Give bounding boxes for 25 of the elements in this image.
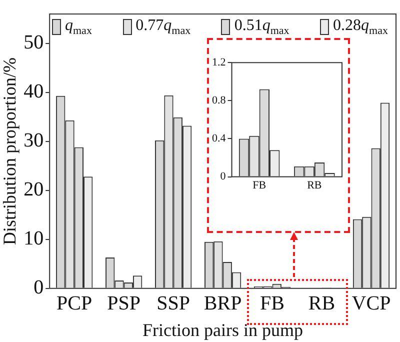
x-tick-label: BRP <box>204 292 242 315</box>
x-tick-label: SSP <box>156 292 190 315</box>
y-tick-label: 0 <box>220 170 226 183</box>
y-tick-label: 10 <box>24 228 44 250</box>
x-tick-label: FB <box>260 292 285 315</box>
legend-label: q$_{max}$ <box>65 17 92 38</box>
y-tick-label: 40 <box>24 80 44 103</box>
y-tick-label: 30 <box>24 130 44 152</box>
y-tick-label: 1.2 <box>212 56 226 68</box>
x-tick-label: PSP <box>107 292 141 315</box>
x-tick-label: FB <box>252 179 266 192</box>
y-tick-label: 20 <box>24 178 44 201</box>
y-tick-label: 0 <box>34 276 44 299</box>
y-tick-label: 50 <box>24 32 44 54</box>
x-tick-label: RB <box>308 292 336 315</box>
x-axis-title: Friction pairs in pump <box>142 320 304 340</box>
legend-label: 0.51q$_{max}$ <box>234 17 290 38</box>
legend-label: 0.77q$_{max}$ <box>136 17 191 38</box>
y-axis-title: Distribution proportion/% <box>0 57 20 245</box>
x-tick-label: RB <box>307 179 322 192</box>
x-tick-label: VCP <box>352 292 391 315</box>
x-tick-label: PCP <box>56 292 92 315</box>
y-tick-label: 0.8 <box>212 94 226 107</box>
legend-label: 0.28q$_{max}$ <box>333 17 388 38</box>
y-tick-label: 0.4 <box>212 132 226 145</box>
